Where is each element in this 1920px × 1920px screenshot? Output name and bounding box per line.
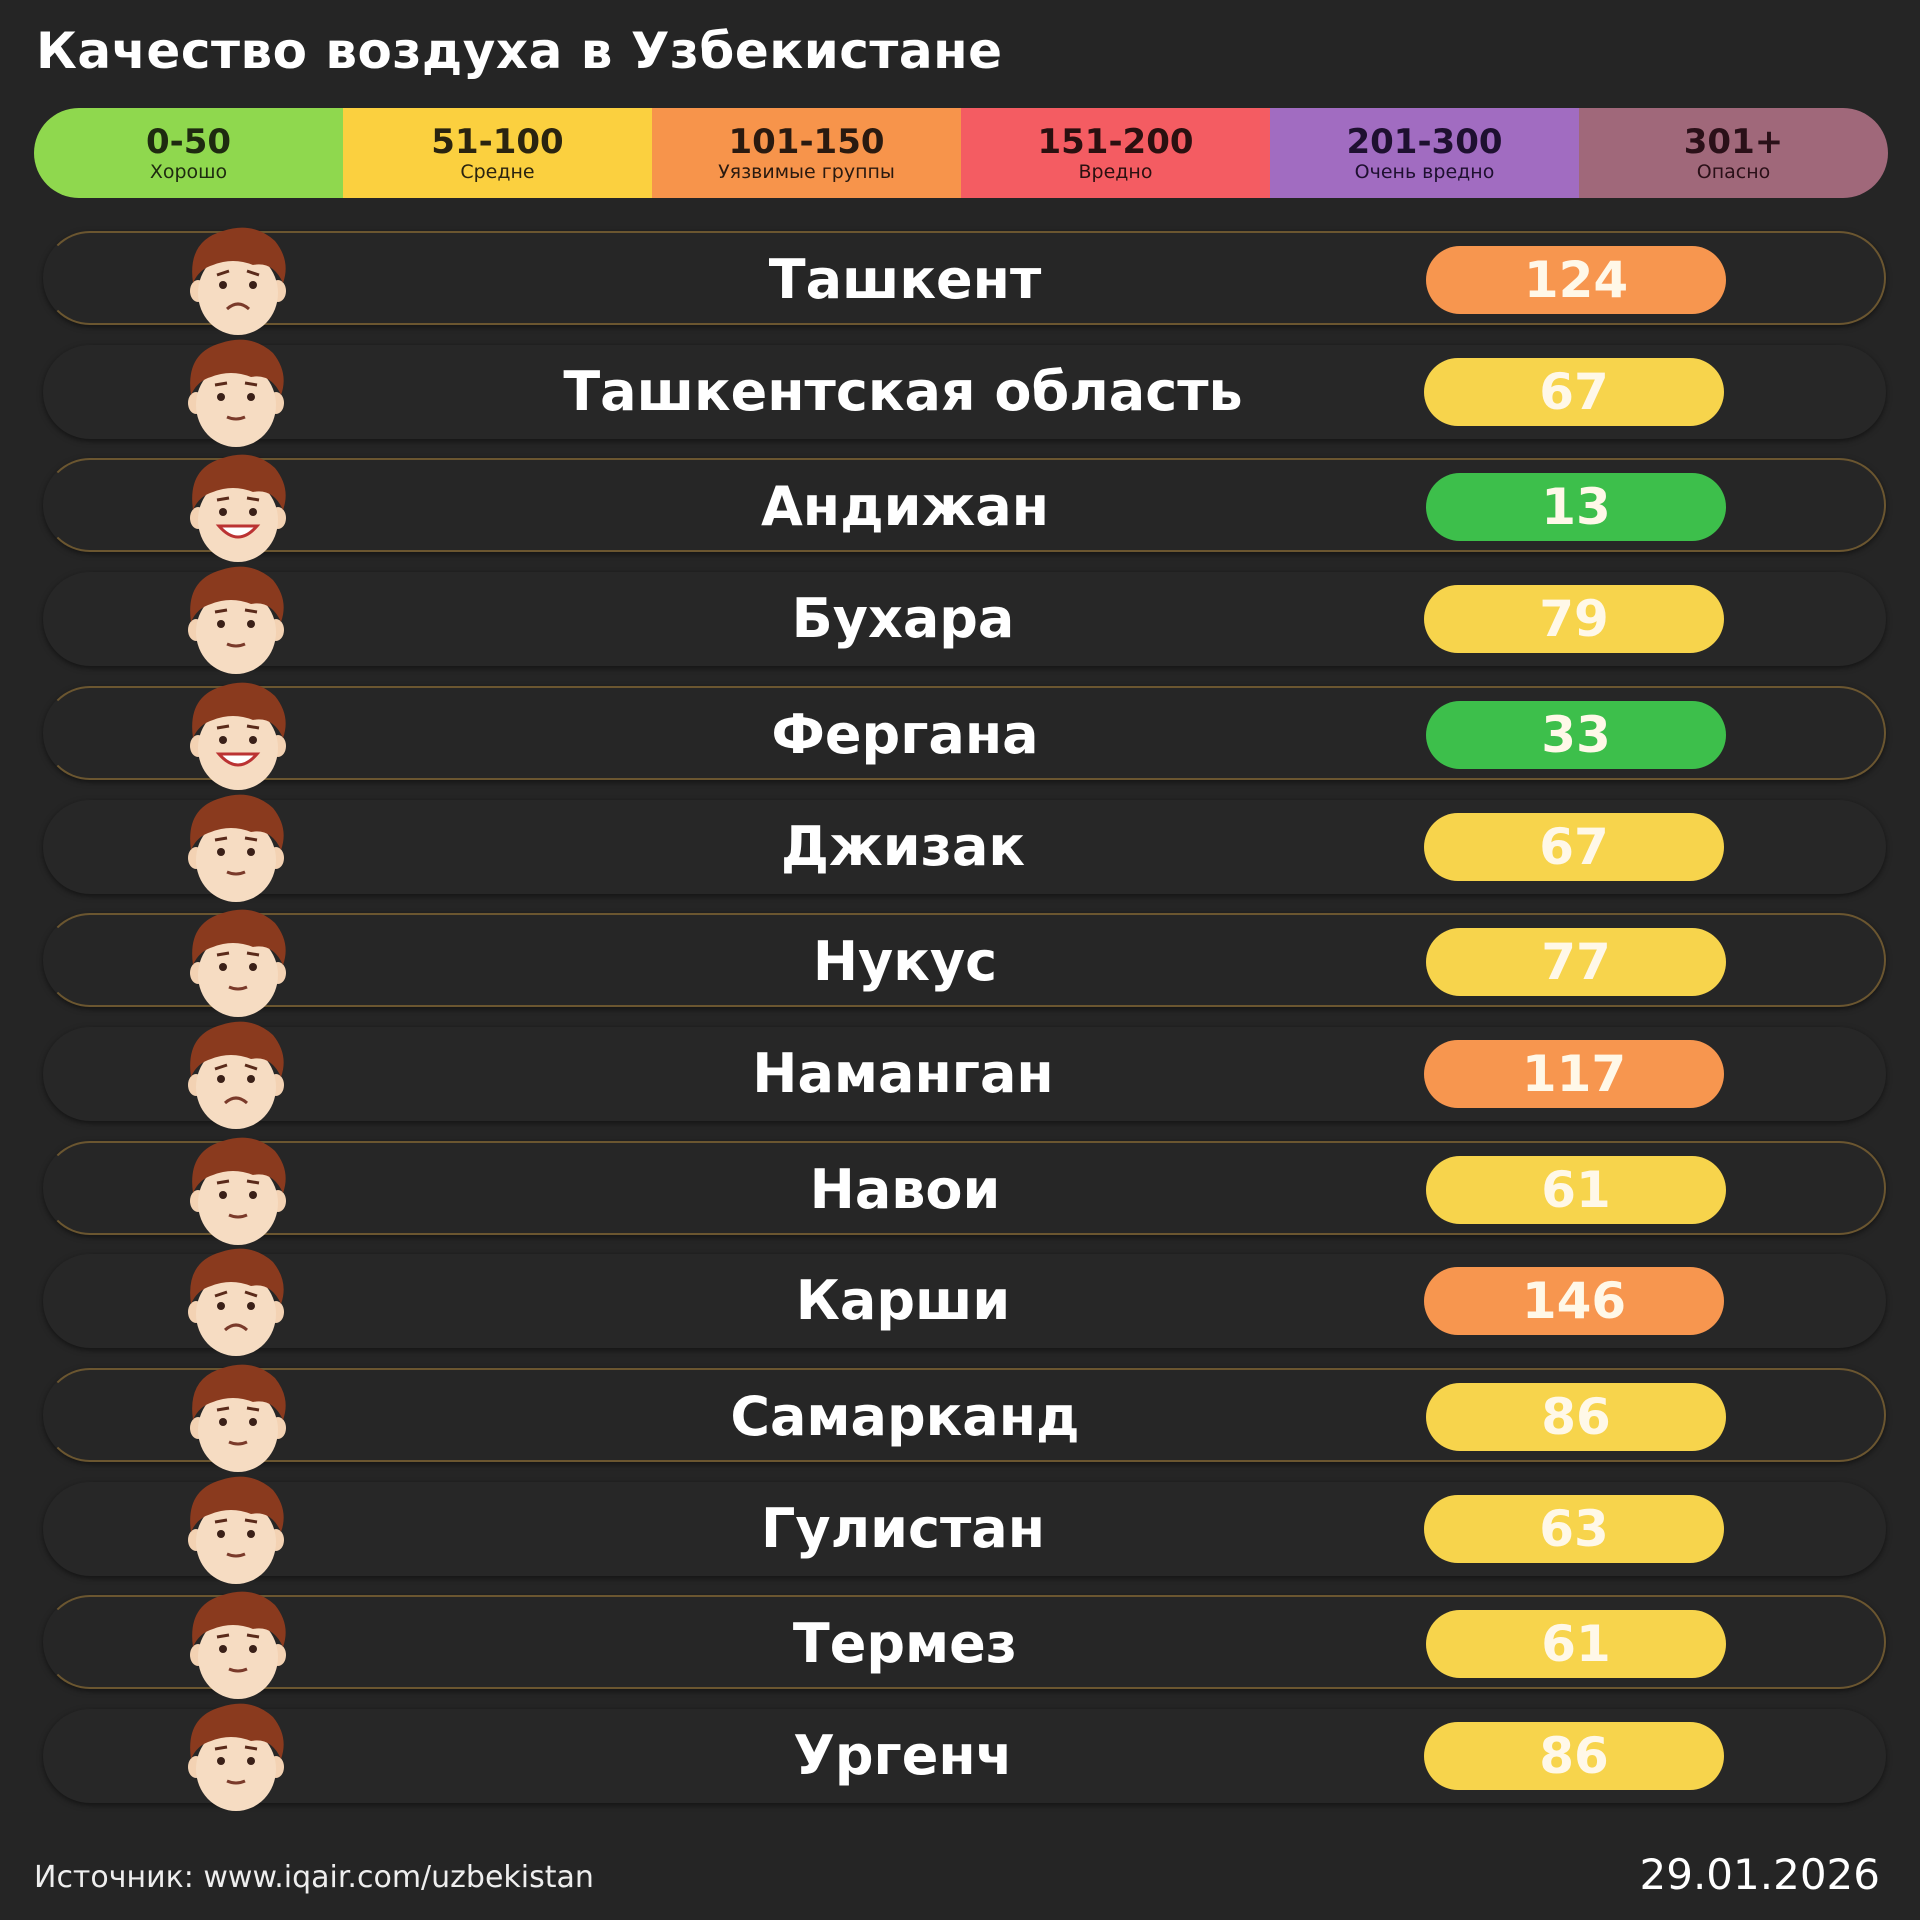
neutral-face-icon	[181, 1470, 291, 1588]
legend-label: Уязвимые группы	[718, 161, 895, 183]
city-row: Навои 61	[43, 1137, 1886, 1245]
city-row: Бухара 79	[43, 566, 1886, 675]
aqi-badge: 33	[1426, 700, 1726, 769]
happy-face-icon	[183, 676, 293, 794]
city-row: Джизак 67	[43, 794, 1886, 902]
legend-segment: 151-200 Вредно	[961, 108, 1270, 198]
aqi-badge: 86	[1424, 1722, 1724, 1791]
city-name: Самарканд	[730, 1385, 1080, 1448]
sad-face-icon	[181, 1015, 291, 1133]
city-name: Навои	[809, 1157, 1001, 1221]
city-row: Наманган 117	[43, 1021, 1886, 1129]
city-row: Нукус 77	[43, 909, 1886, 1018]
city-name: Карши	[795, 1269, 1011, 1333]
legend-range: 151-200	[1037, 122, 1194, 162]
legend-segment: 51-100 Средне	[343, 108, 652, 198]
happy-face-icon	[183, 448, 293, 566]
city-name: Ташкентская область	[563, 359, 1243, 423]
aqi-badge: 61	[1426, 1155, 1726, 1224]
date-text: 29.01.2026	[1639, 1850, 1880, 1899]
neutral-face-icon	[183, 1358, 293, 1476]
aqi-badge: 86	[1426, 1383, 1726, 1451]
city-name: Наманган	[752, 1041, 1054, 1105]
legend-segment: 201-300 Очень вредно	[1270, 108, 1579, 198]
city-row: Ташкентская область 67	[43, 339, 1886, 447]
aqi-badge: 61	[1426, 1610, 1726, 1679]
city-row: Ташкент 124	[43, 227, 1886, 335]
legend-range: 0-50	[145, 122, 232, 162]
city-name: Ургенч	[793, 1724, 1013, 1788]
aqi-badge: 67	[1424, 357, 1724, 426]
neutral-face-icon	[181, 1697, 291, 1815]
city-row: Термез 61	[43, 1592, 1886, 1700]
neutral-face-icon	[183, 1131, 293, 1249]
neutral-face-icon	[183, 1585, 293, 1703]
city-row: Карши 146	[43, 1248, 1886, 1357]
aqi-badge: 117	[1424, 1039, 1724, 1108]
legend-range: 51-100	[431, 122, 564, 162]
sad-face-icon	[181, 1242, 291, 1360]
source-text: Источник: www.iqair.com/uzbekistan	[34, 1860, 594, 1895]
legend-range: 301+	[1683, 122, 1784, 162]
aqi-badge: 63	[1424, 1494, 1724, 1563]
city-name: Бухара	[791, 587, 1015, 651]
city-name: Андижан	[760, 475, 1050, 539]
aqi-badge: 146	[1424, 1267, 1724, 1336]
city-name: Джизак	[780, 814, 1026, 878]
legend-range: 201-300	[1346, 122, 1503, 162]
legend-label: Вредно	[1078, 161, 1153, 183]
neutral-face-icon	[181, 560, 291, 678]
neutral-face-icon	[183, 903, 293, 1021]
legend-label: Опасно	[1696, 161, 1771, 183]
neutral-face-icon	[181, 333, 291, 451]
city-row: Фергана 33	[43, 682, 1886, 790]
legend-label: Средне	[460, 161, 535, 183]
legend-segment: 101-150 Уязвимые группы	[652, 108, 961, 198]
city-row: Ургенч 86	[43, 1703, 1886, 1812]
aqi-badge: 79	[1424, 585, 1724, 654]
city-name: Фергана	[771, 702, 1039, 766]
neutral-face-icon	[181, 788, 291, 906]
legend-segment: 0-50 Хорошо	[34, 108, 343, 198]
legend-segment: 301+ Опасно	[1579, 108, 1888, 198]
aqi-badge: 13	[1426, 473, 1726, 542]
city-name: Термез	[792, 1612, 1018, 1676]
city-row: Андижан 13	[43, 455, 1886, 563]
legend-label: Хорошо	[149, 161, 228, 183]
city-name: Гулистан	[760, 1496, 1046, 1560]
aqi-badge: 77	[1426, 928, 1726, 997]
aqi-badge: 124	[1426, 246, 1726, 314]
city-name: Ташкент	[768, 248, 1042, 311]
city-row: Самарканд 86	[43, 1364, 1886, 1472]
legend-label: Очень вредно	[1354, 161, 1495, 183]
city-name: Нукус	[812, 930, 998, 994]
page-title: Качество воздуха в Узбекистане	[36, 22, 1003, 80]
aqi-legend-bar: 0-50 Хорошо 51-100 Средне 101-150 Уязвимые гр…	[34, 108, 1888, 198]
sad-face-icon	[183, 221, 293, 339]
city-row: Гулистан 63	[43, 1476, 1886, 1584]
legend-range: 101-150	[728, 122, 885, 162]
aqi-badge: 67	[1424, 812, 1724, 881]
